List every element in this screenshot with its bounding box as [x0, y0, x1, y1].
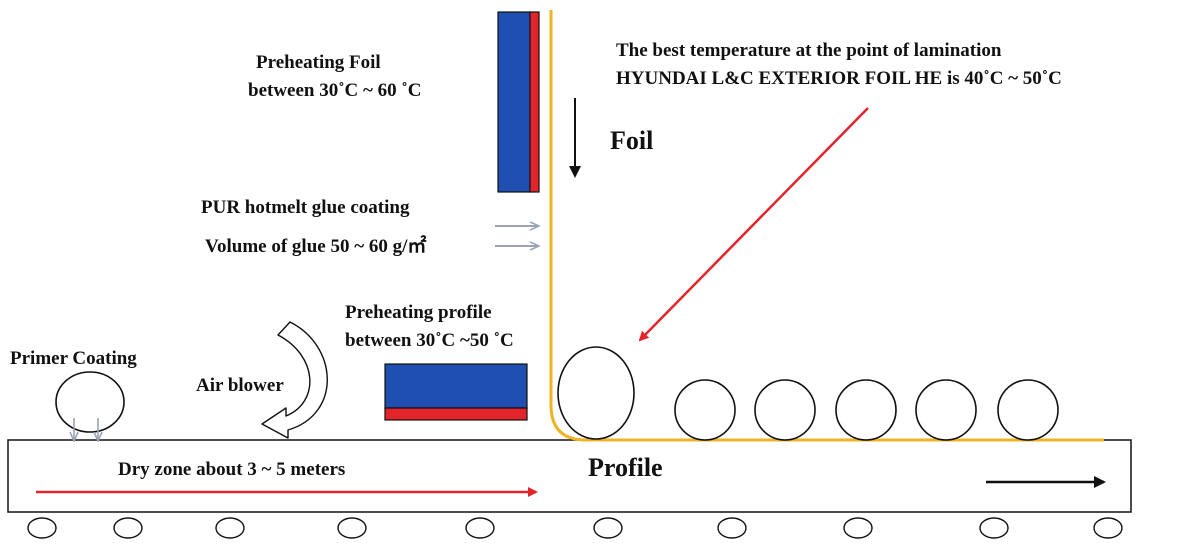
preheat-profile-label-2: between 30˚C ~50 ˚C — [345, 330, 514, 351]
conveyor-roller — [717, 517, 747, 539]
conveyor-roller — [113, 517, 143, 539]
conveyor-roller — [465, 517, 495, 539]
pressure-rollers — [557, 346, 1059, 441]
conveyor-roller — [1093, 517, 1123, 539]
best-temp-label-2: HYUNDAI L&C EXTERIOR FOIL HE is 40˚C ~ 5… — [616, 68, 1062, 89]
air-blower-label: Air blower — [196, 375, 284, 396]
curved-arrow-icon — [261, 321, 328, 439]
profile-preheater-blue — [384, 363, 528, 409]
conveyor-roller — [27, 517, 57, 539]
conveyor-roller — [337, 517, 367, 539]
pressure-roller — [754, 379, 816, 441]
foil-path-line — [549, 10, 1104, 442]
foil-roll-red — [529, 11, 540, 193]
profile-label: Profile — [588, 453, 663, 482]
glue-volume-label: Volume of glue 50 ~ 60 g/㎡ — [205, 234, 426, 257]
conveyor-rollers — [27, 517, 1123, 539]
conveyor-roller — [843, 517, 873, 539]
profile-bar — [7, 439, 1132, 513]
conveyor-roller — [215, 517, 245, 539]
pur-glue-label: PUR hotmelt glue coating — [201, 197, 410, 218]
profile-preheater-red — [384, 407, 528, 421]
preheat-profile-label-1: Preheating profile — [345, 302, 492, 323]
dry-zone-label: Dry zone about 3 ~ 5 meters — [118, 459, 345, 480]
primer-roller — [55, 371, 125, 433]
conveyor-roller — [593, 517, 623, 539]
pressure-roller — [997, 379, 1059, 441]
pressure-roller — [674, 379, 736, 441]
lamination-roller — [557, 346, 635, 440]
preheat-foil-label-2: between 30˚C ~ 60 ˚C — [248, 80, 421, 101]
foil-label: Foil — [610, 126, 653, 155]
primer-coating-label: Primer Coating — [10, 348, 137, 369]
conveyor-roller — [979, 517, 1009, 539]
foil-roll-blue — [497, 11, 531, 193]
best-temp-label-1: The best temperature at the point of lam… — [616, 40, 1002, 61]
pressure-roller — [915, 379, 977, 441]
preheat-foil-label-1: Preheating Foil — [256, 52, 381, 73]
pressure-roller — [835, 379, 897, 441]
lamination-point-arrow — [638, 107, 869, 342]
